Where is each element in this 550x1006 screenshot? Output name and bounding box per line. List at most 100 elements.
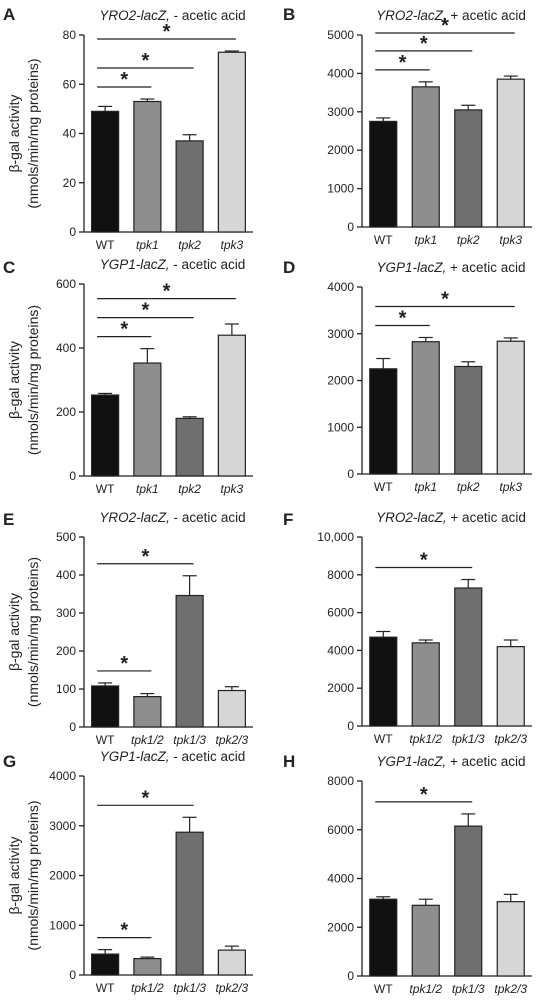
title-condition: - acetic acid: [170, 257, 246, 272]
x-tick-label: tpk1/3: [452, 982, 485, 996]
x-tick-label: tpk2/3: [216, 733, 249, 747]
panel-title: YGP1-lacZ, - acetic acid: [100, 749, 246, 764]
x-tick-label: tpk1/2: [131, 981, 164, 995]
y-tick-label: 2000: [49, 869, 76, 883]
x-tick-label: tpk1: [414, 233, 437, 247]
y-tick-label: 0: [69, 720, 76, 734]
panel-title: YGP1-lacZ, - acetic acid: [100, 257, 246, 272]
y-tick-label: 0: [347, 969, 354, 983]
bar-wt: [369, 120, 398, 228]
bar-tpk1-2: [133, 957, 162, 976]
panel-letter: A: [3, 5, 15, 24]
x-tick-label: tpk2/3: [494, 982, 527, 996]
x-tick-label: tpk2/3: [216, 981, 249, 995]
title-gene: YGP1-lacZ,: [377, 754, 447, 769]
y-tick-label: 6000: [327, 823, 354, 837]
x-tick-label: tpk1/3: [173, 981, 206, 995]
y-tick-label: 0: [347, 220, 354, 234]
title-gene: YGP1-lacZ,: [100, 257, 170, 272]
y-tick-label: 60: [63, 77, 77, 91]
x-tick-label: WT: [96, 733, 115, 747]
y-tick-label: 600: [56, 277, 76, 291]
x-tick-label: tpk1/2: [409, 732, 442, 746]
x-tick-label: tpk2: [178, 482, 201, 496]
significance-star: *: [120, 920, 128, 942]
title-gene: YRO2-lacZ,: [376, 8, 447, 23]
significance-star: *: [399, 307, 407, 329]
bar-wt: [91, 953, 120, 976]
y-axis-label-units: (nmols/min/mg proteins): [25, 557, 41, 707]
x-tick-label: WT: [374, 233, 393, 247]
x-tick-label: tpk1: [136, 238, 159, 252]
y-tick-label: 200: [56, 405, 76, 419]
y-tick-label: 5000: [327, 28, 354, 42]
significance-star: *: [141, 546, 149, 568]
significance-star: *: [441, 288, 449, 310]
panel-title: YGP1-lacZ, + acetic acid: [377, 260, 526, 275]
y-axis-label: β-gal activity: [6, 836, 22, 914]
bar-tpk1-2: [411, 904, 440, 977]
y-tick-label: 4000: [327, 643, 354, 657]
y-tick-label: 80: [63, 28, 77, 42]
x-tick-label: WT: [96, 238, 115, 252]
title-condition: - acetic acid: [170, 8, 246, 23]
y-tick-label: 40: [63, 127, 77, 141]
panel-d: D YGP1-lacZ, + acetic acid 0 1000 2000 3000 40…: [283, 258, 532, 494]
y-tick-label: 1000: [49, 918, 76, 932]
title-condition: + acetic acid: [447, 8, 526, 23]
bar-tpk1-3: [454, 587, 483, 727]
y-tick-label: 0: [69, 968, 76, 982]
significance-star: *: [120, 319, 128, 341]
title-condition: + acetic acid: [447, 510, 526, 525]
panel-letter: B: [283, 5, 295, 24]
y-tick-label: 20: [63, 176, 77, 190]
bar-tpk3: [496, 340, 525, 475]
x-tick-label: tpk2/3: [494, 732, 527, 746]
y-tick-label: 2000: [327, 920, 354, 934]
panel-letter: C: [3, 258, 15, 277]
panel-title: YRO2-lacZ, - acetic acid: [99, 8, 245, 23]
y-tick-label: 1000: [327, 182, 354, 196]
y-tick-label: 200: [56, 644, 76, 658]
bar-tpk3: [217, 334, 246, 477]
bar-tpk1: [411, 341, 440, 475]
significance-star: *: [420, 784, 428, 806]
y-axis-label-units: (nmols/min/mg proteins): [25, 58, 41, 208]
x-tick-label: tpk1/3: [452, 732, 485, 746]
title-gene: YRO2-lacZ,: [99, 510, 170, 525]
title-condition: - acetic acid: [170, 749, 246, 764]
bar-tpk1: [133, 362, 162, 477]
title-gene: YGP1-lacZ,: [377, 260, 447, 275]
bar-wt: [91, 394, 120, 477]
x-tick-label: tpk3: [221, 238, 244, 252]
y-tick-label: 4000: [327, 280, 354, 294]
y-tick-label: 3000: [327, 327, 354, 341]
panel-letter: H: [283, 752, 295, 771]
bar-tpk1-2: [411, 642, 440, 727]
significance-star: *: [120, 69, 128, 91]
panel-b: B YRO2-lacZ, + acetic acid 0 1000 2000 3000 40…: [283, 5, 532, 247]
significance-star: *: [141, 50, 149, 72]
y-tick-label: 100: [56, 682, 76, 696]
significance-star: *: [141, 300, 149, 322]
y-tick-label: 3000: [49, 819, 76, 833]
title-gene: YGP1-lacZ,: [100, 749, 170, 764]
y-axis-label: β-gal activity: [6, 341, 22, 419]
y-tick-label: 8000: [327, 774, 354, 788]
y-tick-label: 300: [56, 606, 76, 620]
y-tick-label: 10,000: [317, 530, 354, 544]
x-tick-label: tpk2: [457, 480, 480, 494]
y-tick-label: 500: [56, 530, 76, 544]
x-tick-label: tpk1/3: [173, 733, 206, 747]
x-tick-label: tpk1/2: [409, 982, 442, 996]
x-tick-label: WT: [374, 982, 393, 996]
y-tick-label: 6000: [327, 606, 354, 620]
y-tick-label: 2000: [327, 143, 354, 157]
bar-wt: [91, 685, 120, 728]
y-tick-label: 3000: [327, 105, 354, 119]
panel-letter: G: [3, 752, 16, 771]
x-tick-label: WT: [96, 482, 115, 496]
bar-tpk1: [133, 100, 162, 233]
